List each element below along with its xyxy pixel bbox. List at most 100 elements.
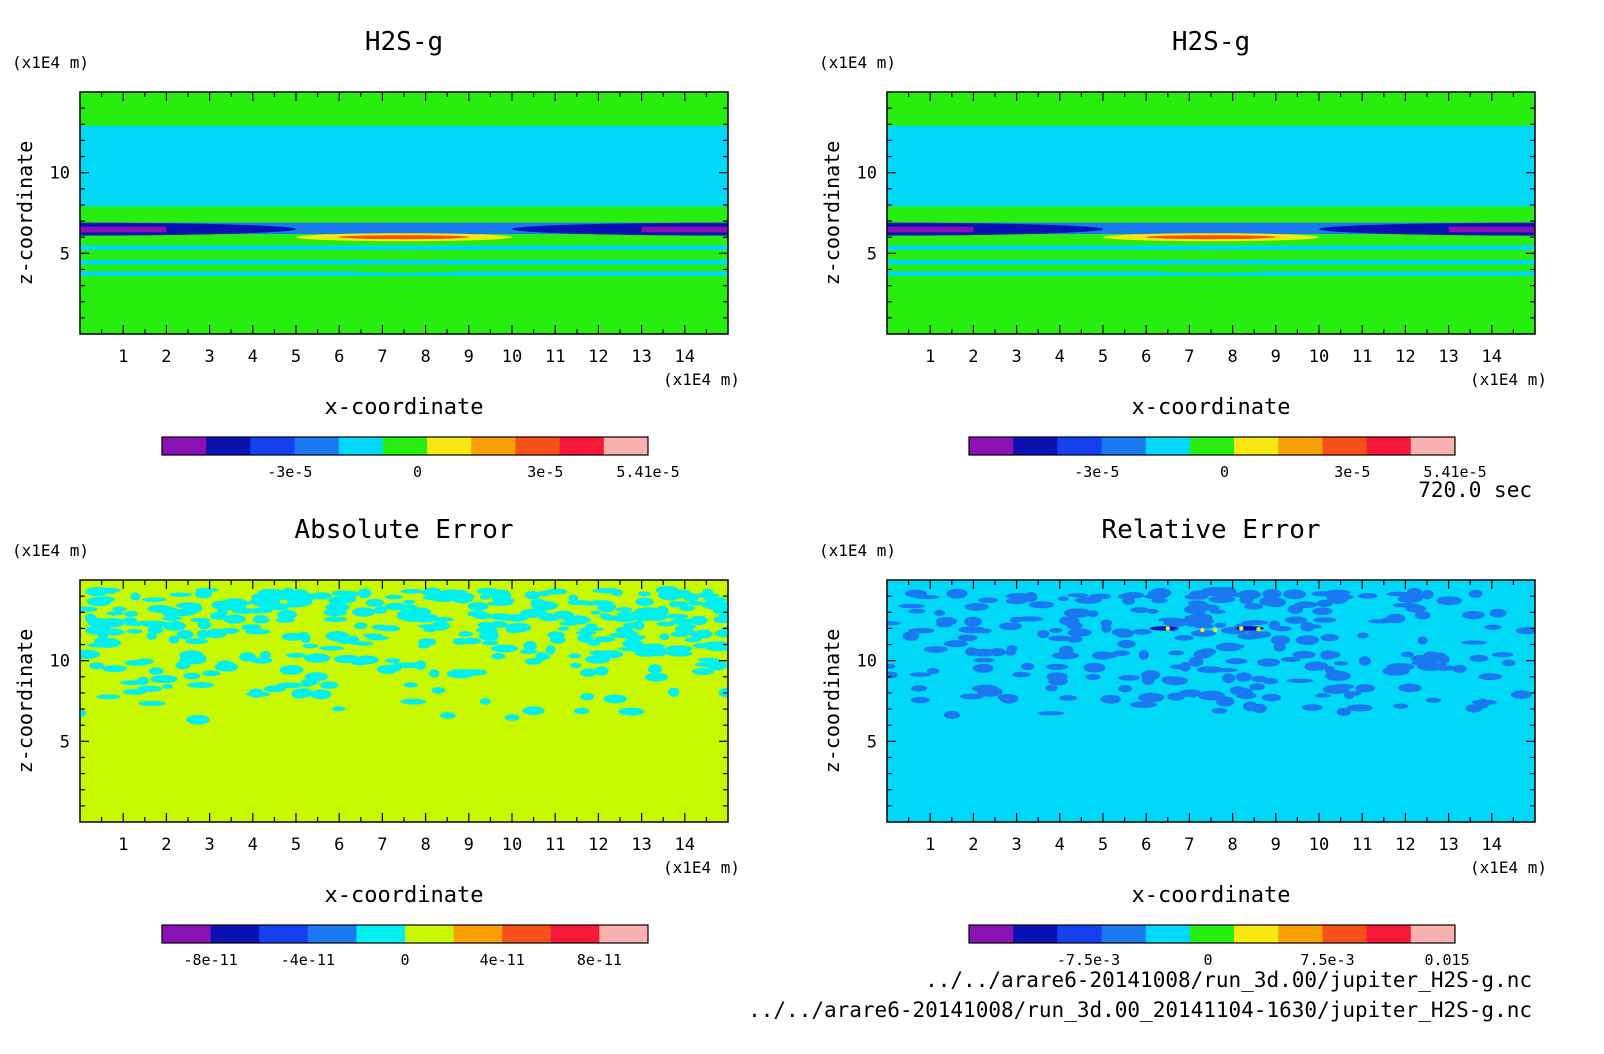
error-speckle xyxy=(384,602,408,611)
colorbar-segment xyxy=(1057,925,1103,943)
error-speckle xyxy=(354,622,368,630)
error-speckle xyxy=(185,638,209,645)
x-tick-label: 11 xyxy=(1352,835,1372,855)
field-band xyxy=(80,222,728,234)
error-speckle xyxy=(1433,665,1458,671)
error-speckle xyxy=(300,679,313,688)
error-speckle xyxy=(636,643,663,650)
colorbar-segment xyxy=(1410,437,1456,455)
error-speckle xyxy=(1066,621,1083,630)
error-speckle xyxy=(1439,655,1450,664)
error-speckle xyxy=(491,653,506,660)
error-speckle xyxy=(377,625,401,632)
error-speckle xyxy=(1281,656,1301,663)
x-tick-label: 8 xyxy=(420,835,430,855)
error-speckle xyxy=(599,613,612,619)
error-speckle xyxy=(959,693,984,700)
error-speckle xyxy=(1210,667,1238,673)
error-speckle xyxy=(353,641,374,646)
error-speckle xyxy=(703,597,728,603)
x-tick-label: 10 xyxy=(502,347,522,367)
error-speckle xyxy=(460,669,488,676)
error-hotspot xyxy=(1149,626,1178,631)
error-speckle xyxy=(701,588,714,598)
colorbar-label: -4e-11 xyxy=(281,951,335,969)
colorbar-segment xyxy=(1366,925,1412,943)
error-speckle xyxy=(657,591,680,598)
z-tick-label: 5 xyxy=(867,244,877,264)
error-speckle xyxy=(1225,658,1248,665)
error-speckle xyxy=(325,631,350,641)
error-speckle xyxy=(223,614,247,624)
error-speckle xyxy=(909,672,932,677)
error-speckle xyxy=(1028,601,1055,609)
error-speckle xyxy=(138,700,166,706)
error-speckle xyxy=(708,646,728,651)
error-speckle xyxy=(1045,663,1069,670)
colorbar-segment xyxy=(471,437,516,455)
error-speckle xyxy=(124,610,139,617)
x-unit-label: (x1E4 m) xyxy=(1470,370,1547,389)
colorbar-label: 0 xyxy=(1204,951,1213,969)
error-speckle xyxy=(130,592,141,601)
x-tick-label: 4 xyxy=(248,347,258,367)
colorbar-segment xyxy=(338,437,384,455)
error-speckle xyxy=(1300,622,1315,632)
error-speckle xyxy=(618,707,645,716)
z-axis-label: z-coordinate xyxy=(820,141,844,286)
error-speckle xyxy=(399,608,412,618)
colorbar-label: 3e-5 xyxy=(1334,463,1370,481)
error-speckle xyxy=(1286,678,1314,683)
error-speckle xyxy=(579,601,602,606)
error-speckle xyxy=(1111,650,1131,657)
error-speckle xyxy=(659,633,670,640)
error-speckle xyxy=(403,682,419,688)
error-speckle xyxy=(644,672,669,682)
error-speckle xyxy=(668,687,680,697)
error-speckle xyxy=(150,675,178,684)
error-speckle xyxy=(898,603,926,609)
error-speckle xyxy=(691,631,703,642)
error-speckle xyxy=(665,645,693,653)
error-speckle xyxy=(674,624,694,633)
error-speckle xyxy=(1268,620,1281,631)
colorbar-segment xyxy=(1278,925,1323,943)
field-lens xyxy=(1146,235,1276,240)
error-speckle xyxy=(972,663,994,673)
error-speckle xyxy=(615,626,634,633)
colorbar-segment xyxy=(356,925,406,943)
error-speckle xyxy=(545,645,556,655)
error-speckle xyxy=(1088,593,1112,600)
x-tick-label: 4 xyxy=(1055,835,1065,855)
error-speckle xyxy=(1398,683,1422,693)
error-speckle xyxy=(578,627,605,632)
error-speckle xyxy=(1211,707,1228,714)
error-speckle xyxy=(478,631,498,641)
error-speckle xyxy=(384,658,401,663)
error-speckle xyxy=(146,632,158,640)
x-tick-label: 6 xyxy=(1141,835,1151,855)
x-unit-label: (x1E4 m) xyxy=(663,858,740,877)
error-speckle xyxy=(1346,704,1373,712)
error-speckle xyxy=(89,662,105,670)
error-speckle xyxy=(1101,623,1112,633)
error-speckle xyxy=(1491,652,1514,658)
error-speckle xyxy=(675,589,691,598)
error-speckle xyxy=(1179,689,1202,697)
error-speckle xyxy=(374,606,387,614)
error-speckle xyxy=(908,608,926,614)
error-speckle xyxy=(428,669,440,678)
colorbar-label: 3e-5 xyxy=(527,463,563,481)
error-speckle xyxy=(1189,613,1213,623)
z-axis-label: z-coordinate xyxy=(13,141,37,286)
error-speckle xyxy=(248,688,264,698)
z-tick-label: 5 xyxy=(867,732,877,752)
field-band xyxy=(80,138,728,207)
error-speckle xyxy=(904,589,928,598)
error-speckle xyxy=(538,613,561,622)
colorbar-segment xyxy=(307,925,357,943)
error-speckle xyxy=(323,616,348,622)
z-unit-label: (x1E4 m) xyxy=(12,541,89,560)
error-speckle xyxy=(587,639,601,646)
z-tick-label: 10 xyxy=(857,164,877,184)
